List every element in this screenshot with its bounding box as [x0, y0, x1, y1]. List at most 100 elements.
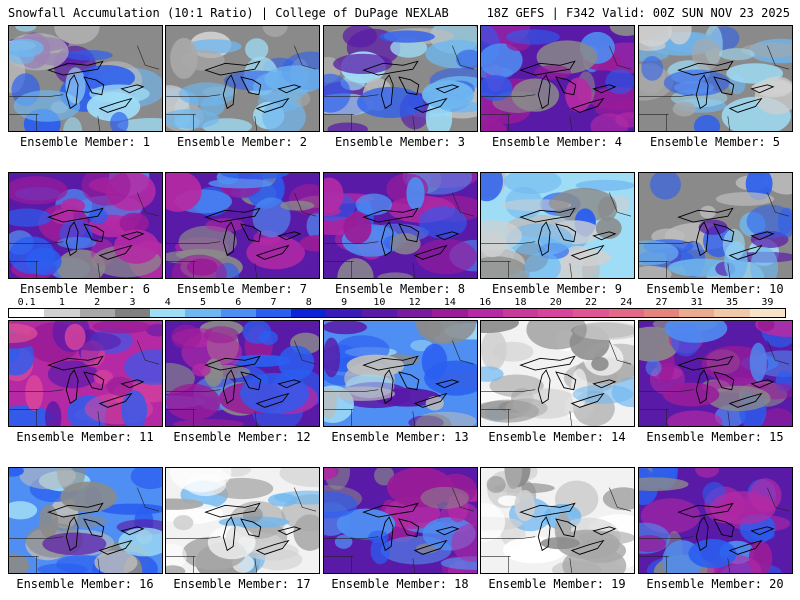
ensemble-member-map-2[interactable] [165, 25, 320, 132]
snowfall-field [9, 173, 162, 278]
snowfall-field [481, 321, 634, 426]
ensemble-member-map-14[interactable] [480, 320, 635, 427]
colorbar-tick-label: 5 [199, 297, 207, 308]
ensemble-member-label: Ensemble Member: 3 [334, 135, 466, 149]
ensemble-member-map-16[interactable] [8, 467, 163, 574]
ensemble-member-map-10[interactable] [638, 172, 793, 279]
snowfall-field [639, 321, 792, 426]
snowfall-field [481, 468, 634, 573]
snowfall-field [639, 26, 792, 131]
colorbar-swatch [432, 309, 469, 317]
ensemble-member-map-15[interactable] [638, 320, 793, 427]
colorbar-swatch [502, 309, 539, 317]
ensemble-member-label: Ensemble Member: 5 [649, 135, 781, 149]
ensemble-member-label: Ensemble Member: 11 [16, 430, 154, 444]
snowfall-field [324, 173, 477, 278]
ensemble-member-map-17[interactable] [165, 467, 320, 574]
ensemble-member-map-3[interactable] [323, 25, 478, 132]
ensemble-member-map-5[interactable] [638, 25, 793, 132]
ensemble-member-map-7[interactable] [165, 172, 320, 279]
colorbar-tick-label: 4 [164, 297, 171, 308]
ensemble-member-label: Ensemble Member: 20 [646, 577, 784, 591]
colorbar-tick-label: 0.1 [17, 297, 36, 308]
ensemble-member-label: Ensemble Member: 10 [646, 282, 784, 296]
ensemble-member-map-4[interactable] [480, 25, 635, 132]
colorbar-tick-label: 9 [341, 297, 348, 308]
colorbar-swatch [361, 309, 398, 317]
colorbar-tick-label: 2 [94, 297, 101, 308]
colorbar-swatch [538, 309, 574, 317]
colorbar-swatch [397, 309, 433, 317]
colorbar-swatch [467, 309, 504, 317]
header: Snowfall Accumulation (10:1 Ratio) | Col… [0, 0, 800, 24]
ensemble-member-label: Ensemble Member: 4 [491, 135, 623, 149]
ensemble-member-map-20[interactable] [638, 467, 793, 574]
colorbar-tick-label: 16 [479, 297, 492, 308]
colorbar-tick-label: 3 [129, 297, 136, 308]
ensemble-member-map-1[interactable] [8, 25, 163, 132]
colorbar-tick-label: 12 [408, 297, 421, 308]
snowfall-field [324, 468, 477, 573]
snowfall-field [639, 468, 792, 573]
colorbar-tick-label: 14 [443, 297, 456, 308]
ensemble-member-label: Ensemble Member: 14 [488, 430, 626, 444]
colorbar-swatch [79, 309, 116, 317]
ensemble-member-label: Ensemble Member: 6 [19, 282, 151, 296]
colorbar-tick-label: 24 [620, 297, 633, 308]
colorbar-swatch [749, 309, 786, 317]
colorbar-swatch [714, 309, 751, 317]
colorbar-tick-label: 27 [655, 297, 668, 308]
colorbar-tick-label: 7 [270, 297, 277, 308]
ensemble-member-label: Ensemble Member: 15 [646, 430, 784, 444]
colorbar-tick-label: 6 [235, 297, 242, 308]
colorbar-swatch [679, 309, 715, 317]
colorbar-tick-label: 20 [549, 297, 562, 308]
colorbar-swatch [573, 309, 610, 317]
snowfall-field [166, 468, 319, 573]
snowfall-field [166, 321, 319, 426]
snowfall-field [481, 173, 634, 278]
ensemble-member-map-13[interactable] [323, 320, 478, 427]
colorbar-swatch [9, 309, 45, 317]
ensemble-member-map-6[interactable] [8, 172, 163, 279]
colorbar-tick-label: 8 [305, 297, 312, 308]
colorbar-tick-label: 22 [584, 297, 598, 308]
snowfall-field [9, 321, 162, 426]
snowfall-field [9, 26, 162, 131]
colorbar-tick-label: 39 [761, 297, 774, 308]
snowfall-field [481, 26, 634, 131]
ensemble-member-map-12[interactable] [165, 320, 320, 427]
ensemble-member-label: Ensemble Member: 13 [331, 430, 469, 444]
colorbar-swatch [291, 309, 327, 317]
colorbar-tick-label: 1 [58, 297, 65, 308]
snowfall-field [166, 173, 319, 278]
ensemble-member-map-8[interactable] [323, 172, 478, 279]
colorbar-swatch [608, 309, 645, 317]
snowfall-field [324, 321, 477, 426]
colorbar-tick-label: 10 [373, 297, 386, 308]
ensemble-member-label: Ensemble Member: 17 [173, 577, 311, 591]
ensemble-member-label: Ensemble Member: 1 [19, 135, 151, 149]
colorbar-swatch [185, 309, 222, 317]
ensemble-member-label: Ensemble Member: 7 [176, 282, 308, 296]
colorbar-swatch [255, 309, 292, 317]
ensemble-member-map-9[interactable] [480, 172, 635, 279]
ensemble-member-map-18[interactable] [323, 467, 478, 574]
run-valid-time: 18Z GEFS | F342 Valid: 00Z SUN NOV 23 20… [486, 6, 790, 20]
map-title: Snowfall Accumulation (10:1 Ratio) | Col… [8, 6, 449, 20]
ensemble-member-label: Ensemble Member: 16 [16, 577, 154, 591]
colorbar [8, 308, 786, 318]
ensemble-member-map-19[interactable] [480, 467, 635, 574]
colorbar-swatch [114, 309, 151, 317]
colorbar-tick-label: 18 [514, 297, 527, 308]
ensemble-member-map-11[interactable] [8, 320, 163, 427]
colorbar-swatch [44, 309, 81, 317]
snowfall-field [324, 26, 477, 131]
colorbar-tick-label: 35 [726, 297, 739, 308]
colorbar-tick-label: 31 [690, 297, 703, 308]
colorbar-swatch [220, 309, 257, 317]
colorbar-swatch [150, 309, 186, 317]
ensemble-member-label: Ensemble Member: 9 [491, 282, 623, 296]
colorbar-swatch [643, 309, 680, 317]
ensemble-member-label: Ensemble Member: 19 [488, 577, 626, 591]
